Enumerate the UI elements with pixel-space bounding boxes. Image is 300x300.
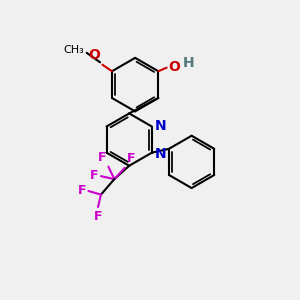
Text: CH₃: CH₃ xyxy=(63,45,84,55)
Text: F: F xyxy=(90,169,99,182)
Text: N: N xyxy=(155,147,167,161)
Text: N: N xyxy=(155,119,167,133)
Text: F: F xyxy=(127,152,136,166)
Text: F: F xyxy=(78,184,86,196)
Text: O: O xyxy=(88,48,100,62)
Text: F: F xyxy=(98,151,106,164)
Text: O: O xyxy=(169,60,181,74)
Text: H: H xyxy=(183,56,194,70)
Text: F: F xyxy=(94,210,102,223)
